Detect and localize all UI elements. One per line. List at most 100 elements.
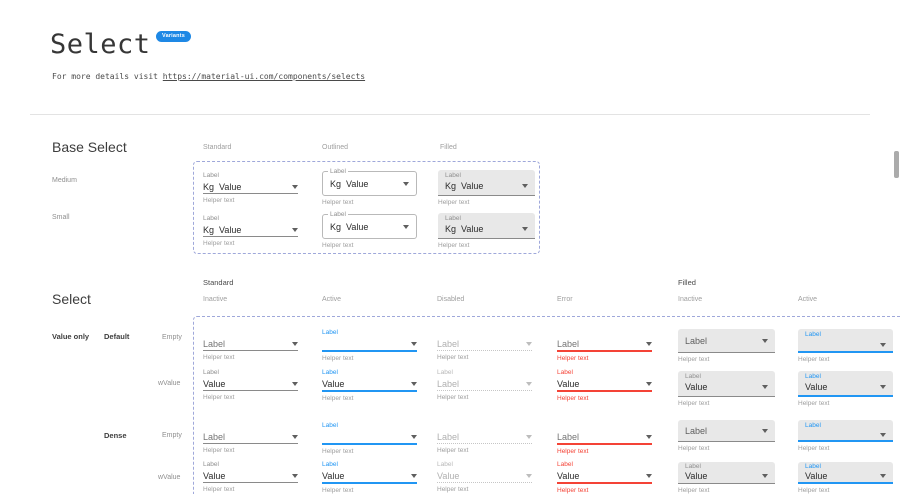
floating-label: Label <box>203 172 219 179</box>
select-input[interactable]: Label Value <box>798 371 893 397</box>
select-standard-error-empty: Label Helper text <box>557 337 652 363</box>
adornment: Kg <box>330 178 342 189</box>
dropdown-arrow-icon <box>411 434 417 439</box>
select-value-row: Value <box>685 470 768 482</box>
select-input[interactable]: Label <box>203 337 298 351</box>
helper-text: Helper text <box>203 240 235 247</box>
row-dense-empty: Empty <box>162 432 182 439</box>
select-input[interactable]: Value <box>557 469 652 484</box>
select-value: Value <box>322 378 345 389</box>
select-standard-error-wvalue: Label Value Helper text <box>557 369 652 403</box>
base-row-medium: Medium <box>52 177 77 184</box>
select-value: Kg Value <box>203 182 241 192</box>
select-value: Kg Value <box>203 225 241 235</box>
base-col-outlined: Outlined <box>322 144 349 151</box>
base-select-group-frame <box>193 161 540 254</box>
dropdown-arrow-icon <box>762 385 768 389</box>
dropdown-arrow-icon <box>411 381 417 386</box>
floating-label: Label <box>445 172 461 179</box>
base-select-outlined-medium: Label Kg Value Helper text <box>322 168 417 207</box>
select-input[interactable]: Value <box>322 469 417 484</box>
select-standard-active-empty: Label Helper text <box>322 329 417 363</box>
value-text: Value <box>346 221 369 232</box>
helper-text: Helper text <box>557 395 589 402</box>
floating-label: Label <box>203 461 219 468</box>
select-input[interactable]: Label Value <box>678 462 775 484</box>
select-input[interactable]: Value <box>322 377 417 392</box>
page-title: Select <box>50 29 151 60</box>
select-input[interactable]: Label <box>678 329 775 353</box>
state-filled-active: Active <box>798 296 818 303</box>
floating-label: Label <box>322 422 338 429</box>
select-input[interactable] <box>322 337 417 352</box>
select-input[interactable]: Label <box>678 420 775 442</box>
floating-label: Label <box>685 373 701 380</box>
select-input[interactable]: Label Value <box>798 462 893 484</box>
select-standard-inactive-dense-empty: Label Helper text <box>203 430 298 455</box>
select-placeholder: Label <box>203 431 226 442</box>
select-value: Value <box>557 378 580 389</box>
helper-text: Helper text <box>203 394 235 401</box>
floating-label: Label <box>328 211 348 218</box>
select-input[interactable]: Label <box>437 430 532 444</box>
dropdown-arrow-icon <box>292 227 298 232</box>
select-input[interactable] <box>322 430 417 445</box>
select-input[interactable]: Kg Value <box>203 223 298 237</box>
material-ui-link[interactable]: https://material-ui.com/components/selec… <box>162 72 366 81</box>
scrollbar-thumb[interactable] <box>894 151 899 178</box>
select-input[interactable]: Label Kg Value <box>438 213 535 239</box>
select-input[interactable]: Label <box>203 430 298 444</box>
select-input[interactable]: Label <box>557 430 652 445</box>
variants-badge: Variants <box>156 31 192 42</box>
floating-label: Label <box>557 461 573 468</box>
helper-text: Helper text <box>438 242 470 249</box>
dropdown-arrow-icon <box>522 227 528 231</box>
select-input[interactable]: Label <box>437 377 532 391</box>
select-input[interactable]: Label Value <box>678 371 775 397</box>
select-input[interactable]: Value <box>437 469 532 483</box>
floating-label: Label <box>203 369 219 376</box>
select-standard-disabled-empty: Label Helper text <box>437 337 532 362</box>
select-filled-inactive-dense-empty: Label Helper text <box>678 420 775 453</box>
floating-label: Label <box>685 463 701 470</box>
select-value-row: Kg Value <box>445 180 528 192</box>
helper-text: Helper text <box>557 448 589 455</box>
floating-label: Label <box>437 369 453 376</box>
select-input[interactable]: Label <box>798 420 893 442</box>
floating-label: Label <box>805 331 821 338</box>
select-input[interactable]: Label Kg Value <box>322 168 417 196</box>
value-text: Value <box>461 224 484 234</box>
group-filled: Filled <box>678 278 696 287</box>
helper-text: Helper text <box>557 487 589 494</box>
dropdown-arrow-icon <box>403 224 409 229</box>
dropdown-arrow-icon <box>292 381 298 386</box>
helper-text: Helper text <box>557 355 589 362</box>
value-text: Value <box>219 181 242 192</box>
select-input[interactable]: Label <box>798 329 893 353</box>
select-input[interactable]: Value <box>203 377 298 391</box>
select-input[interactable]: Label Kg Value <box>322 211 417 239</box>
select-value: Label <box>437 378 460 389</box>
select-value-row <box>805 339 886 351</box>
adornment: Kg <box>203 181 215 192</box>
select-heading: Select <box>52 291 91 307</box>
select-placeholder: Label <box>437 338 460 349</box>
select-filled-active-empty: Label Helper text <box>798 329 893 364</box>
helper-text: Helper text <box>678 400 710 407</box>
select-filled-inactive-empty: Label Helper text <box>678 329 775 364</box>
select-input[interactable]: Value <box>557 377 652 392</box>
dropdown-arrow-icon <box>646 341 652 346</box>
select-filled-active-dense-empty: Label Helper text <box>798 420 893 453</box>
value-text: Value <box>219 224 242 235</box>
select-value: Kg Value <box>330 179 368 189</box>
select-input[interactable]: Label Kg Value <box>438 170 535 196</box>
select-filled-active-wvalue: Label Value Helper text <box>798 371 893 408</box>
select-input[interactable]: Label <box>437 337 532 351</box>
dropdown-arrow-icon <box>526 434 532 439</box>
select-input[interactable]: Label <box>557 337 652 352</box>
floating-label: Label <box>437 461 453 468</box>
select-input[interactable]: Value <box>203 469 298 483</box>
floating-label: Label <box>445 215 461 222</box>
helper-text: Helper text <box>678 356 710 363</box>
select-input[interactable]: Kg Value <box>203 180 298 194</box>
